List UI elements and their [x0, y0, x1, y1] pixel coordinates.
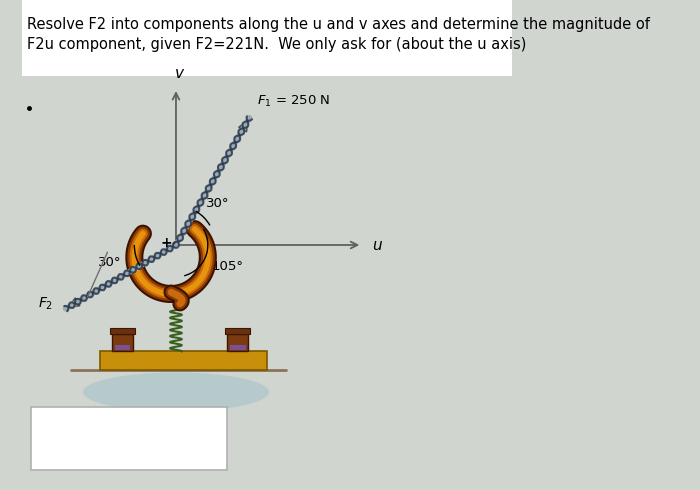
Bar	[228, 334, 248, 351]
Bar	[225, 328, 251, 334]
Text: 30°: 30°	[206, 197, 230, 210]
Text: v: v	[176, 66, 184, 81]
Text: 30°: 30°	[98, 256, 122, 269]
Text: F2u component, given F2=221N.  We only ask for (about the u axis): F2u component, given F2=221N. We only as…	[27, 37, 526, 52]
Text: Resolve F2 into components along the u and v axes and determine the magnitude of: Resolve F2 into components along the u a…	[27, 17, 650, 32]
Ellipse shape	[83, 372, 269, 412]
Bar	[100, 351, 267, 370]
Bar	[22, 0, 512, 76]
Text: $F_2$: $F_2$	[38, 295, 53, 312]
Bar	[112, 334, 133, 351]
Bar	[230, 345, 246, 350]
Bar	[115, 345, 130, 350]
Text: +: +	[160, 236, 172, 249]
Text: u: u	[372, 238, 382, 252]
Bar	[32, 407, 228, 470]
Text: $F_1$ = 250 N: $F_1$ = 250 N	[257, 94, 330, 109]
Text: 105°: 105°	[212, 260, 244, 273]
Bar	[110, 328, 135, 334]
